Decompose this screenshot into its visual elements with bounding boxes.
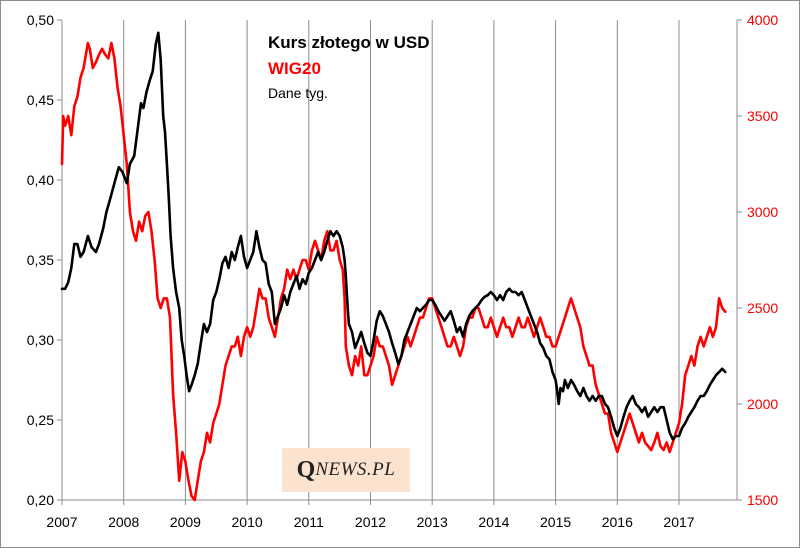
y-right-tick-label: 3500: [747, 108, 778, 124]
x-tick-label: 2008: [108, 514, 139, 530]
y-left-tick-label: 0,35: [27, 252, 54, 268]
grid-layer: [57, 19, 742, 505]
x-tick-label: 2010: [232, 514, 263, 530]
watermark-text: NEWS.PL: [315, 459, 396, 480]
y-left-tick-label: 0,30: [27, 332, 54, 348]
x-tick-label: 2014: [478, 514, 509, 530]
y-left-tick-label: 0,20: [27, 492, 54, 508]
series-layer: [60, 31, 727, 502]
y-right-tick-label: 4000: [747, 12, 778, 28]
series-line-wig20: [60, 41, 727, 502]
chart-subtitle: Dane tyg.: [268, 85, 328, 101]
x-tick-label: 2012: [355, 514, 386, 530]
y-left-tick-label: 0,25: [27, 412, 54, 428]
y-right-tick-label: 2000: [747, 396, 778, 412]
chart-title-wig20: WIG20: [268, 59, 321, 78]
y-left-tick-label: 0,40: [27, 172, 54, 188]
x-tick-label: 2007: [46, 514, 77, 530]
y-right-tick-label: 3000: [747, 204, 778, 220]
x-tick-label: 2016: [602, 514, 633, 530]
qnews-watermark: Q NEWS.PL: [282, 448, 410, 492]
watermark-q: Q: [296, 456, 316, 483]
y-left-tick-label: 0,50: [27, 12, 54, 28]
axes-layer: [61, 20, 738, 501]
x-tick-label: 2013: [417, 514, 448, 530]
x-tick-label: 2017: [663, 514, 694, 530]
y-left-tick-label: 0,45: [27, 92, 54, 108]
x-tick-label: 2015: [540, 514, 571, 530]
x-tick-label: 2011: [294, 514, 324, 530]
y-right-tick-label: 1500: [747, 492, 778, 508]
y-right-tick-label: 2500: [747, 300, 778, 316]
x-tick-label: 2009: [170, 514, 201, 530]
chart-title: Kurs złotego w USD: [268, 33, 430, 52]
labels-layer: 2007 2008 2009 2010 2011 2012 2013 2014 2015 2016…: [27, 12, 779, 530]
series-line-pln-usd: [60, 31, 727, 441]
